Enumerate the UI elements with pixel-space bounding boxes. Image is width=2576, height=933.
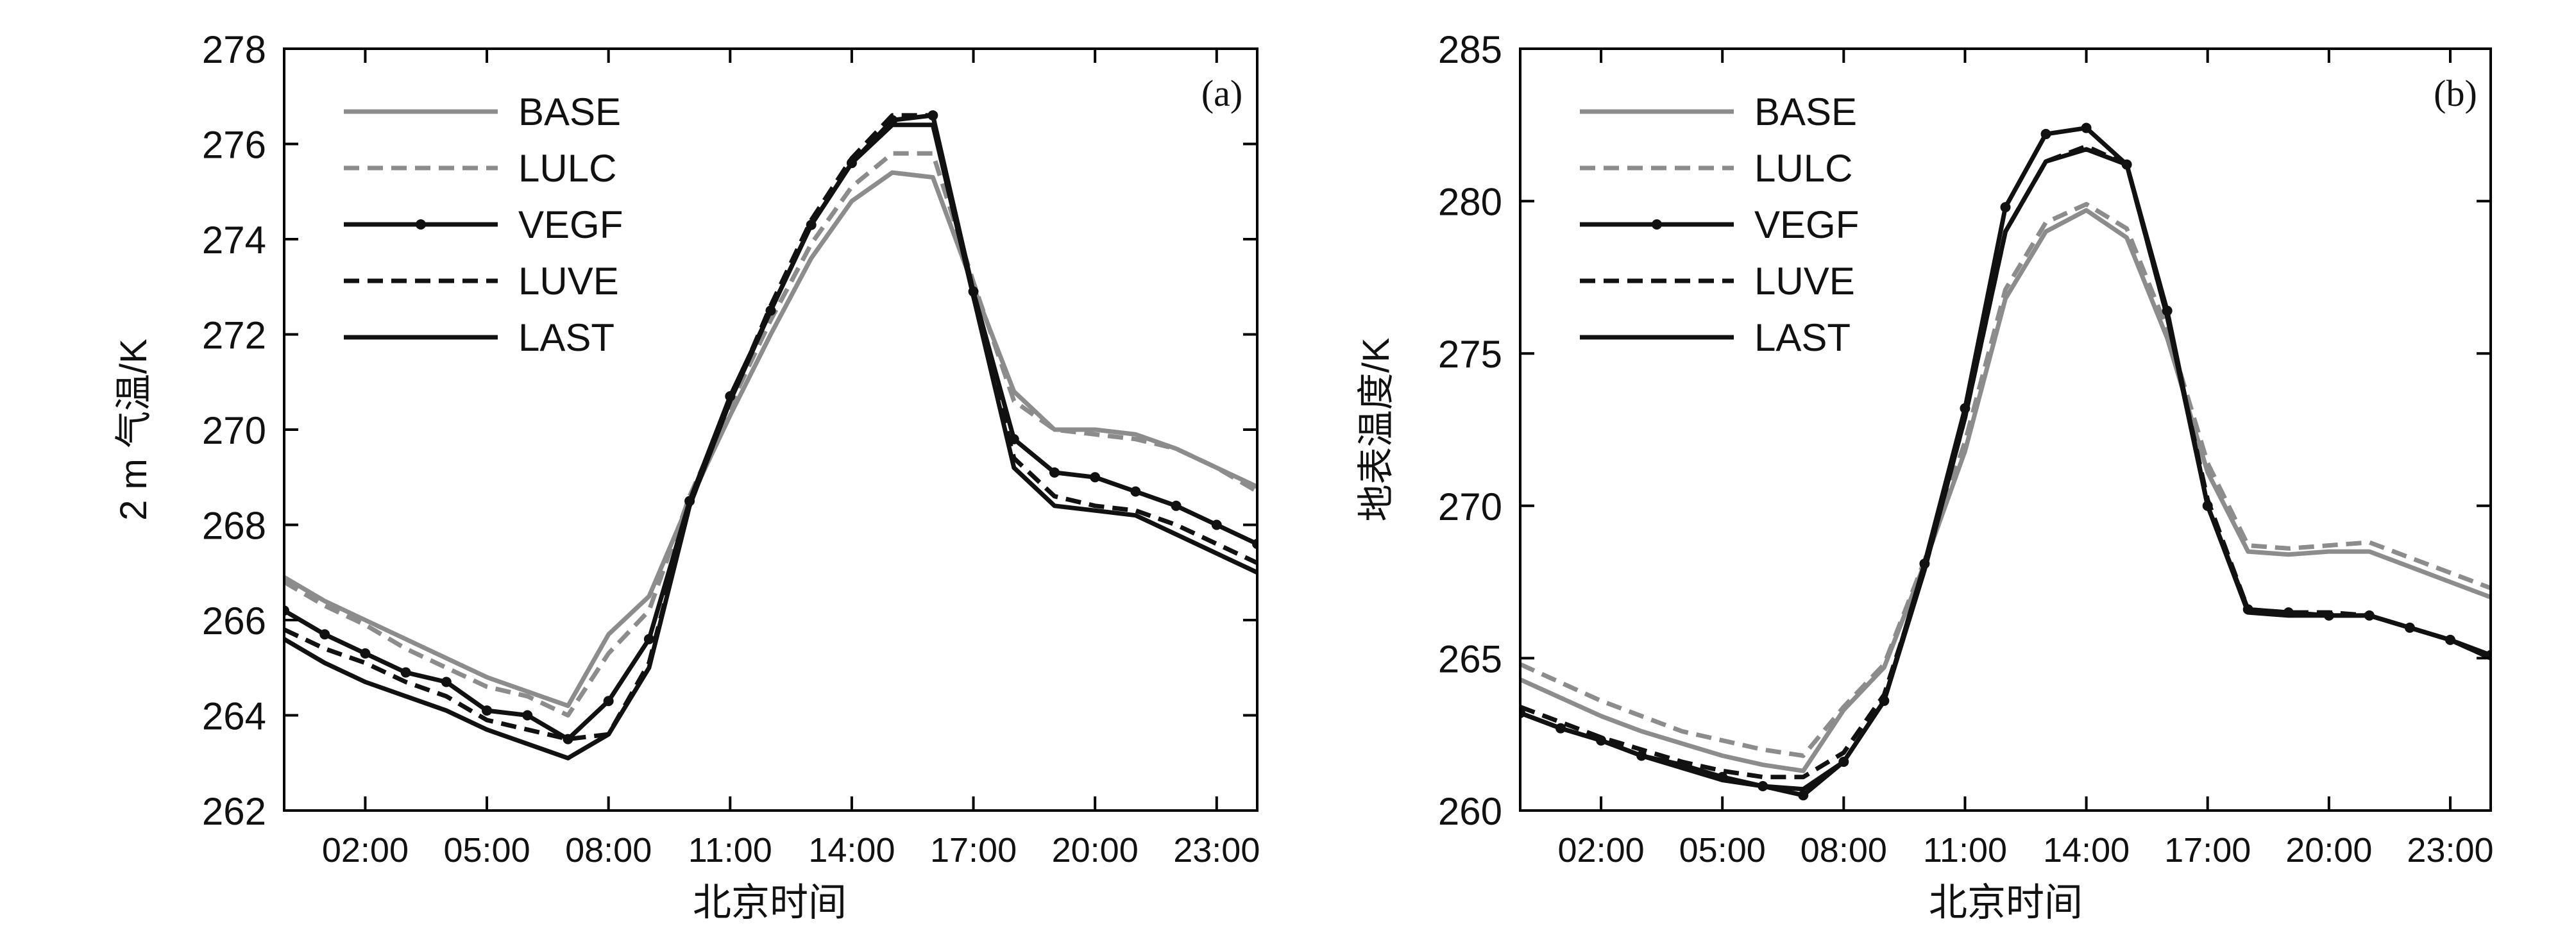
x-tick-label: 11:00 [1923,831,2007,870]
y-tick-label: 278 [202,28,266,71]
y-tick-label: 268 [202,505,266,548]
series-line-lulc [284,151,1257,718]
plot-series-group [1520,122,2491,801]
y-tick-label: 270 [1438,485,1502,528]
series-line-vegf [284,113,1257,742]
series-point-vegf [522,710,533,721]
x-tick-label: 05:00 [1679,831,1766,870]
series-point-vegf [2081,122,2092,133]
x-tick-label: 17:00 [2164,831,2251,870]
series-point-vegf [400,667,411,678]
legend-marker-vegf [1652,219,1662,230]
y-tick-label: 274 [202,219,266,262]
legend-label-base: BASE [518,90,621,133]
x-tick-label: 02:00 [1558,831,1645,870]
x-tick-label: 14:00 [2043,831,2130,870]
x-tick-label: 23:00 [1173,831,1260,870]
y-tick-label: 262 [202,790,266,833]
series-point-vegf [643,634,654,644]
plot-frame [1519,47,2492,812]
x-tick-label: 17:00 [930,831,1017,870]
y-tick-label: 272 [202,314,266,357]
legend-label-base: BASE [1754,90,1857,133]
y-tick-label: 266 [202,600,266,643]
y-axis-label: 2 m 气温/K [113,339,155,521]
x-tick-label: 02:00 [322,831,409,870]
legend-label-lulc: LULC [518,147,616,190]
series-point-vegf [1130,486,1141,497]
x-tick-label: 11:00 [688,831,772,870]
legend-label-last: LAST [518,316,614,359]
x-tick-label: 23:00 [2407,831,2493,870]
series-point-vegf [1049,467,1060,478]
series-point-vegf [360,648,371,659]
x-tick-label: 08:00 [565,831,652,870]
x-axis-label: 北京时间 [693,881,847,924]
y-tick-label: 285 [1438,28,1502,71]
legend-label-vegf: VEGF [518,203,623,246]
legend-label-luve: LUVE [1754,260,1855,303]
y-tick-label: 275 [1438,333,1502,376]
series-line-base [1520,208,2491,773]
panel-b: 260 265 270 275 280 285 02:00 05:00 08:00 11:00 14… [1355,28,2494,924]
legend-label-vegf: VEGF [1754,203,1859,246]
series-point-vegf [2000,202,2011,213]
series-point-vegf [482,705,493,716]
y-tick-label: 270 [202,409,266,452]
series-line-luve [284,113,1257,742]
series-point-vegf [2040,129,2051,140]
panel-label: (b) [2434,72,2477,114]
series-line-lulc [1520,201,2491,758]
legend-label-last: LAST [1754,316,1851,359]
panel-label: (a) [1201,72,1242,114]
y-tick-label: 265 [1438,637,1502,680]
series-line-last [1520,147,2491,792]
x-tick-label: 20:00 [2285,831,2372,870]
series-line-last [284,122,1257,761]
series-point-vegf [319,629,330,640]
series-point-vegf [1798,790,1809,801]
y-tick-label: 260 [1438,790,1502,833]
series-point-vegf [441,677,452,687]
legend-label-luve: LUVE [518,260,619,303]
series-line-base [284,170,1257,709]
y-tick-label: 264 [202,695,266,738]
series-point-vegf [1211,519,1222,530]
y-axis-label: 地表温度/K [1355,337,1397,521]
y-tick-label: 280 [1438,181,1502,224]
x-axis-label: 北京时间 [1929,881,2083,924]
series-point-vegf [1171,500,1182,511]
series-point-vegf [603,696,614,707]
y-tick-label: 276 [202,124,266,167]
x-tick-label: 05:00 [443,831,530,870]
x-tick-label: 08:00 [1801,831,1887,870]
x-tick-label: 14:00 [808,831,895,870]
panel-a: 262 264 266 268 270 272 274 276 278 02:00 05:00 08:… [113,28,1260,924]
legend-label-lulc: LULC [1754,147,1852,190]
series-point-vegf [1090,472,1101,483]
plot-series-group [284,110,1257,761]
x-tick-label: 20:00 [1052,831,1139,870]
legend-marker-vegf [416,219,426,230]
